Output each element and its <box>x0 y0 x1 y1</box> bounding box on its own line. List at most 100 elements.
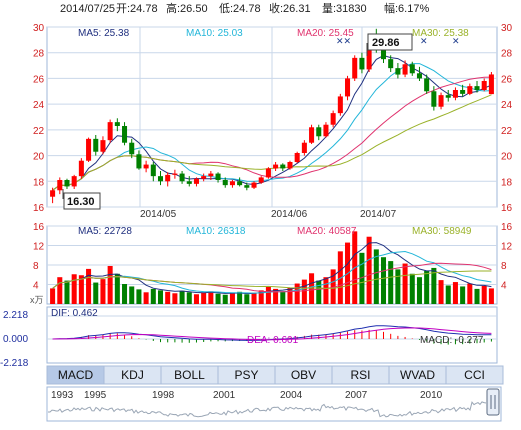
volume-legend: MA5: 22728 MA10: 26318 MA20: 40587 MA30:… <box>78 226 472 237</box>
price-tick-left: 26 <box>33 74 45 85</box>
candle-body <box>488 74 494 95</box>
tab-macd[interactable]: MACD <box>46 365 105 385</box>
signal-marker-3: ✕ <box>452 36 460 46</box>
candle-body <box>222 180 228 186</box>
volume-bar <box>129 286 135 304</box>
candle-body <box>330 113 336 125</box>
volume-bar <box>150 288 156 304</box>
quote-header: 2014/07/25 开:24.78 高:26.50 低:24.78 收:26.… <box>60 1 429 15</box>
x-label-may: 2014/05 <box>140 209 177 220</box>
candle-body <box>129 142 135 155</box>
volume-bar <box>143 292 149 304</box>
macd-legend: DIF: 0.462 DEA: 0.601 MACD: -0.277 <box>51 308 484 346</box>
candle-body <box>273 164 279 169</box>
volume-tick-left: 12 <box>33 242 45 253</box>
price-tick-left: 22 <box>33 126 45 137</box>
volume-bar <box>208 291 214 304</box>
ma30-line <box>52 94 492 191</box>
candle-body <box>294 153 300 162</box>
candle-body <box>179 173 185 182</box>
volume-bar <box>107 265 113 304</box>
volume-bar <box>294 283 300 304</box>
volume-bar <box>237 291 243 304</box>
x-label-june: 2014/06 <box>271 209 308 220</box>
candle-body <box>258 177 264 183</box>
volume-bar <box>366 236 372 304</box>
legend-dif: DIF: 0.462 <box>51 308 98 319</box>
dea-line <box>52 327 492 341</box>
tab-label: CCI <box>464 368 485 382</box>
volume-bar <box>244 294 250 304</box>
range-selector-handle[interactable] <box>486 388 500 416</box>
price-tick-right: 16 <box>501 203 513 214</box>
candle-body <box>64 180 70 187</box>
timeline-year: 2004 <box>280 390 303 401</box>
candle-body <box>107 122 113 141</box>
volume-tick-left: 8 <box>33 261 39 272</box>
indicator-tabs: MACD KDJ BOLL PSY OBV RSI WVAD CCI <box>46 365 504 385</box>
volume-bar <box>251 292 257 304</box>
volume-bar <box>193 294 199 304</box>
volume-bar <box>136 289 142 304</box>
candle-body <box>265 168 271 178</box>
timeline-navigator[interactable]: 1993 1995 1998 2001 2004 2007 2010 <box>46 386 502 422</box>
vol-ma30-line <box>52 270 492 289</box>
tab-boll[interactable]: BOLL <box>160 365 219 385</box>
history-overview-line <box>48 401 487 418</box>
quote-close: 收:26.31 <box>269 1 311 15</box>
volume-bar <box>416 277 422 304</box>
candle-body <box>352 57 358 79</box>
candle-body <box>424 78 430 92</box>
price-grid <box>47 26 497 208</box>
tab-psy[interactable]: PSY <box>217 365 276 385</box>
macd-lines <box>52 325 492 341</box>
candle-body <box>86 138 92 161</box>
candle-body <box>366 43 372 70</box>
volume-ma-lines <box>52 242 492 295</box>
tab-cci[interactable]: CCI <box>445 365 504 385</box>
volume-bar <box>474 288 480 304</box>
quote-volume: 量:31830 <box>322 2 367 15</box>
volume-bar <box>265 286 271 304</box>
tab-obv[interactable]: OBV <box>274 365 333 385</box>
volume-bar <box>71 274 77 304</box>
volume-bar <box>488 288 494 304</box>
tab-wvad[interactable]: WVAD <box>388 365 447 385</box>
volume-bar <box>445 285 451 304</box>
candle-body <box>388 59 394 69</box>
min-price-box <box>63 192 101 210</box>
candle-body <box>287 162 293 169</box>
tab-rsi[interactable]: RSI <box>331 365 390 385</box>
macd-panel: 2.218 0.000 -2.218 DIF: 0.462 DEA: 0.601… <box>0 306 498 369</box>
price-x-axis: 2014/05 2014/06 2014/07 <box>140 209 397 220</box>
candle-body <box>323 124 329 137</box>
tab-kdj[interactable]: KDJ <box>103 365 162 385</box>
candle-body <box>50 190 56 197</box>
price-tick-right: 20 <box>501 152 513 163</box>
volume-tick-left: 16 <box>33 222 45 233</box>
candle-body <box>380 47 387 60</box>
tab-label: OBV <box>291 368 316 382</box>
candle-body <box>229 181 235 186</box>
volume-bar <box>64 280 70 304</box>
range-handle[interactable] <box>486 388 500 416</box>
candle-body <box>71 176 77 187</box>
signal-marker-2: ✕ <box>420 36 428 46</box>
volume-bar <box>373 249 379 304</box>
candle-body <box>114 122 120 126</box>
candle-body <box>57 180 63 191</box>
volume-bar <box>438 280 444 304</box>
volume-bar <box>481 285 487 304</box>
tab-label: WVAD <box>400 368 435 382</box>
macd-tick-top: 2.218 <box>3 310 28 321</box>
legend-ma5: MA5: 25.38 <box>78 28 130 39</box>
candle-body <box>474 86 480 90</box>
signal-marker-1: ✕✕ <box>336 36 351 46</box>
volume-bar <box>50 288 56 304</box>
legend-vol-ma30: MA30: 58949 <box>412 226 472 237</box>
candle-body <box>172 173 178 175</box>
price-tick-right: 28 <box>501 49 513 60</box>
timeline-year: 1995 <box>84 390 107 401</box>
volume-bar <box>93 282 99 304</box>
timeline-year: 1998 <box>152 390 175 401</box>
